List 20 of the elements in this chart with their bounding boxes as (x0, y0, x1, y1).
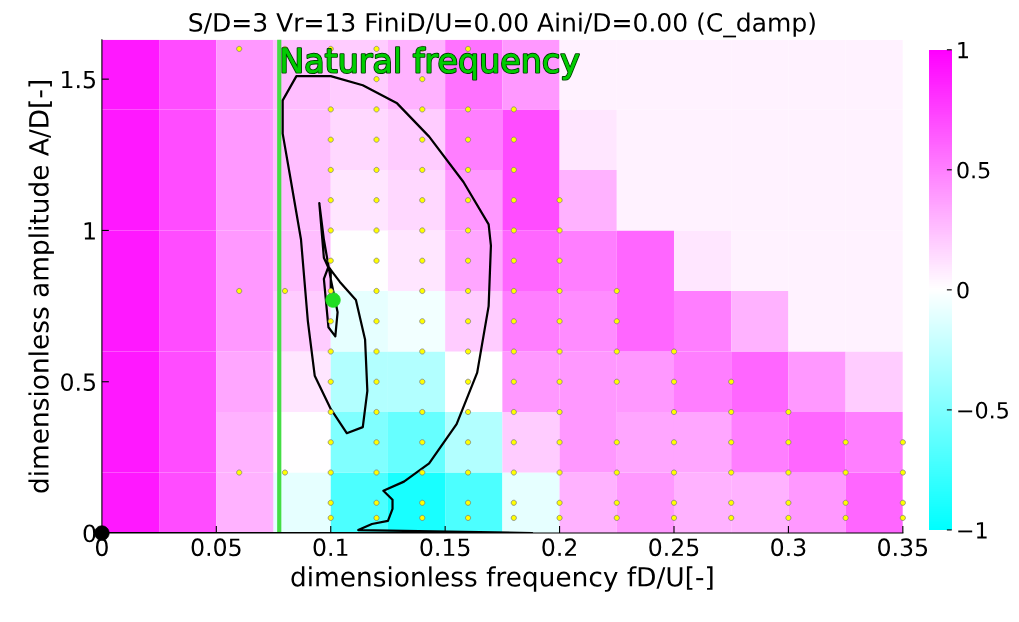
y-tick-label: 1 (84, 222, 95, 240)
color-bar-label: 0.5 (957, 161, 990, 179)
x-tick-label: 0.05 (191, 538, 241, 557)
x-tick-label: 0.3 (771, 538, 806, 557)
chart-title: S/D=3 Vr=13 FiniD/U=0.00 Aini/D=0.00 (C_damp) (189, 12, 815, 38)
y-tick-label: 0 (83, 524, 96, 543)
color-bar-label: 1 (958, 42, 968, 59)
x-tick-label: 0.15 (420, 538, 470, 557)
x-tick-label: 0.1 (313, 538, 348, 557)
x-tick-label: 0.2 (542, 538, 576, 557)
x-tick-label: 0.25 (649, 538, 699, 557)
color-bar-label: −1 (958, 522, 987, 539)
color-bar-label: −0.5 (958, 401, 1008, 419)
y-tick-label: 0.5 (61, 373, 95, 392)
x-axis-title: dimensionless frequency fD/U[-] (291, 566, 713, 592)
y-axis-title: dimensionless amplitude A/D[-] (28, 81, 54, 493)
color-bar-label: 0 (957, 281, 969, 299)
y-tick-label: 1.5 (62, 70, 95, 89)
x-tick-label: 0.35 (878, 538, 928, 557)
ref-line-label: Natural frequency (282, 47, 579, 80)
